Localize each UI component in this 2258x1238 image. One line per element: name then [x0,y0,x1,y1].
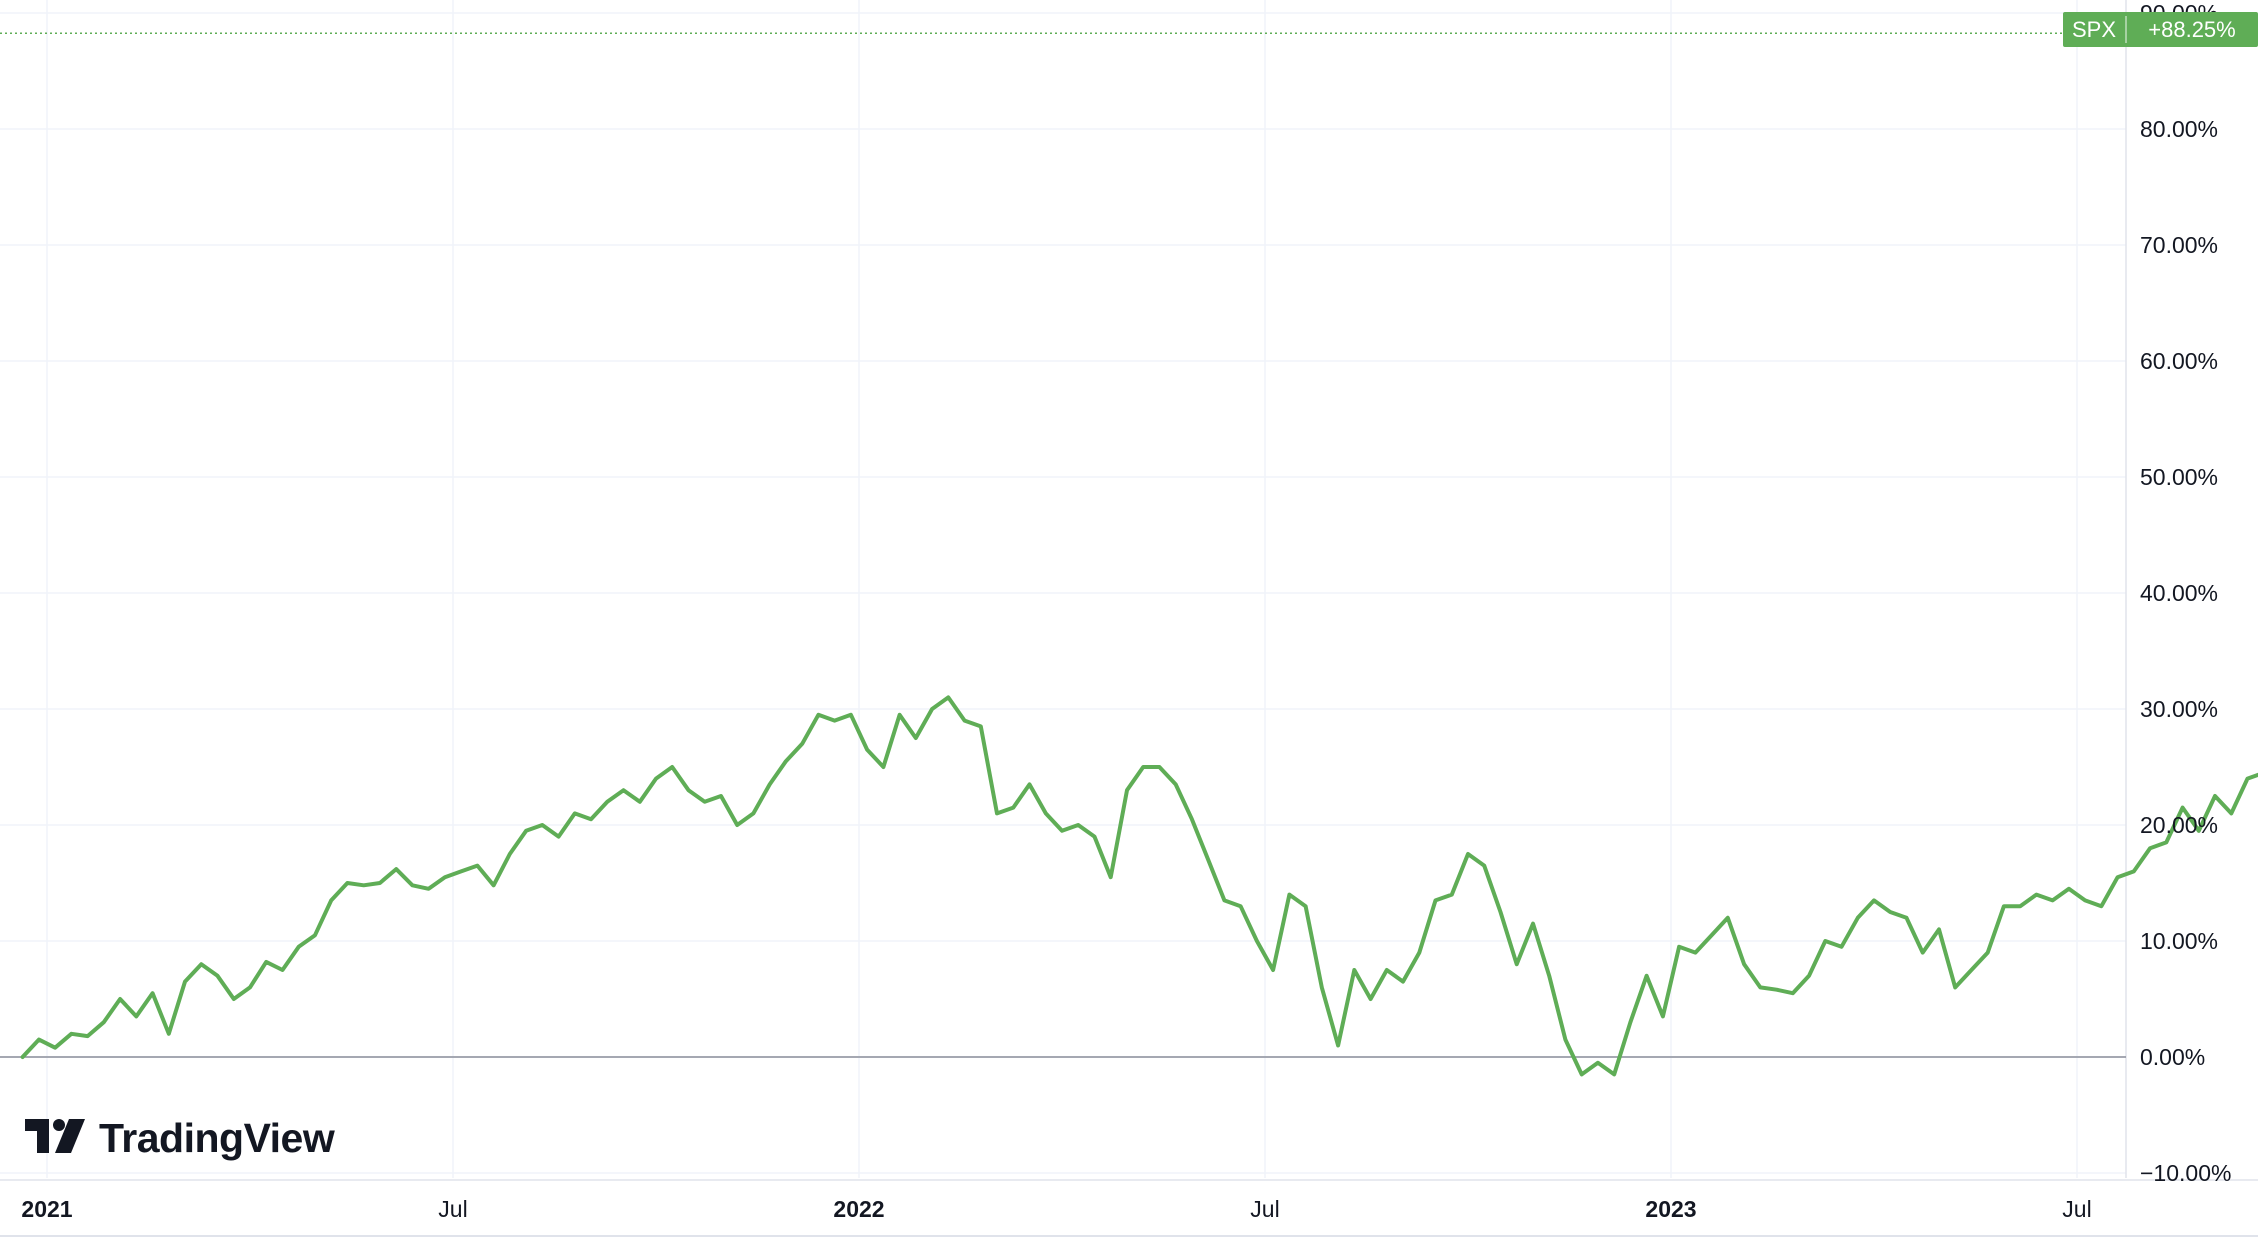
y-tick-label: 70.00% [2140,232,2218,258]
y-tick-label: 30.00% [2140,696,2218,722]
tradingview-logo[interactable]: TradingView [25,1115,335,1161]
y-tick-label: 60.00% [2140,348,2218,374]
y-tick-label: 0.00% [2140,1044,2205,1070]
y-tick-label: −10.00% [2140,1160,2231,1186]
x-axis[interactable]: 2021Jul2022Jul2023Jul2024Jul2025Jul2026 [21,1196,2258,1222]
badge-symbol: SPX [2072,17,2116,42]
y-tick-label: 50.00% [2140,464,2218,490]
plot-area[interactable] [0,32,2258,1077]
x-tick-label: Jul [1250,1196,1279,1222]
x-tick-label: Jul [2062,1196,2091,1222]
last-value-badge: SPX +88.25% [2063,12,2258,47]
tradingview-wordmark: TradingView [99,1115,335,1161]
series-line-spx[interactable] [20,33,2258,1077]
tradingview-mark-icon [25,1119,85,1153]
x-tick-label: 2021 [21,1196,72,1222]
y-tick-label: 80.00% [2140,116,2218,142]
x-tick-label: 2023 [1645,1196,1696,1222]
x-tick-label: 2022 [833,1196,884,1222]
badge-value: +88.25% [2148,17,2235,42]
y-tick-label: 10.00% [2140,928,2218,954]
y-tick-label: 20.00% [2140,812,2218,838]
y-tick-label: 40.00% [2140,580,2218,606]
x-tick-label: Jul [438,1196,467,1222]
badge-background [2063,12,2258,47]
